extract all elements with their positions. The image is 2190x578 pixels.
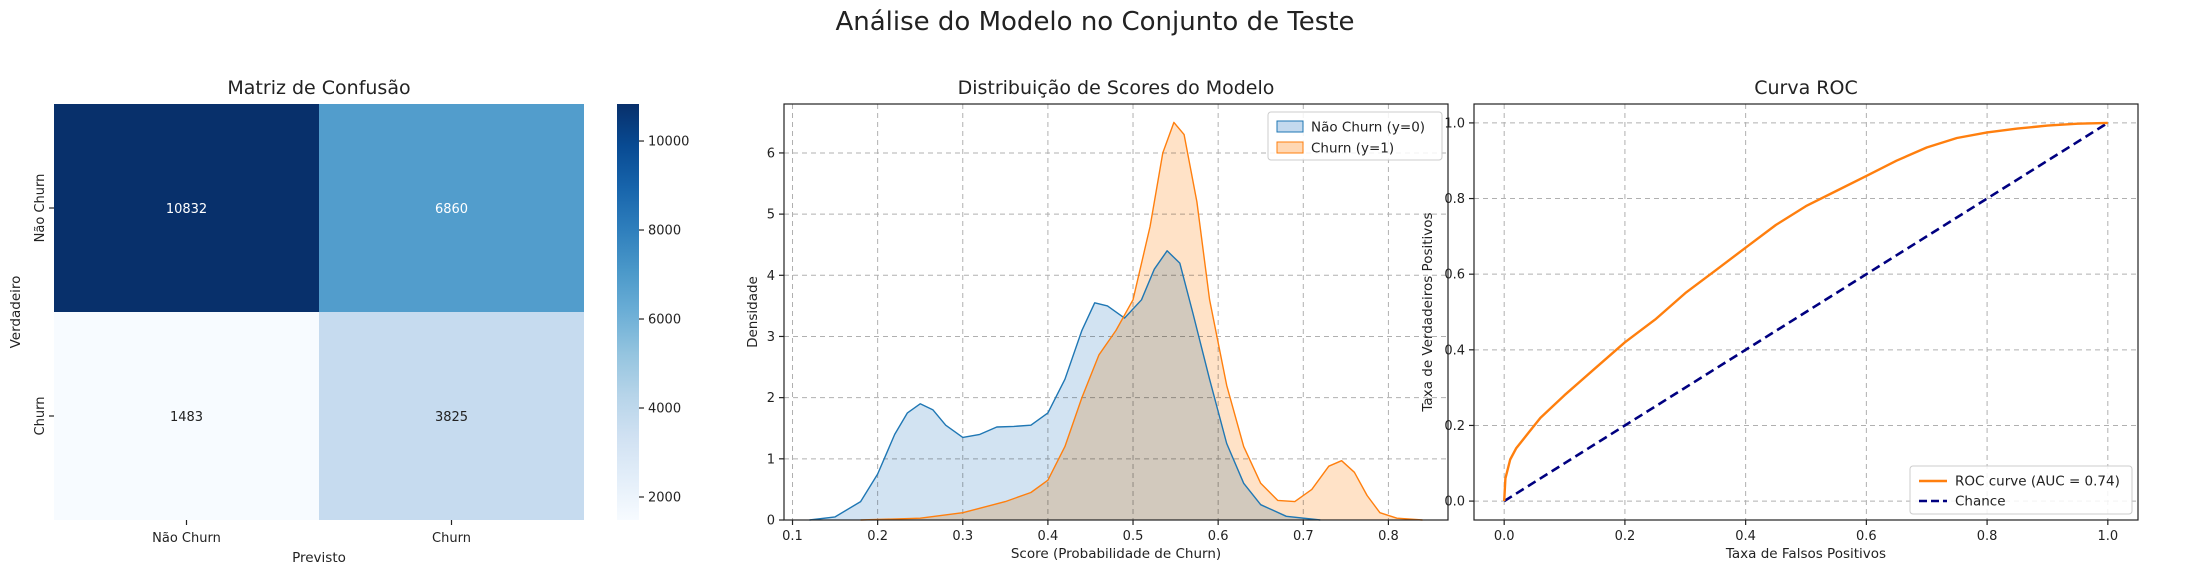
x-tick-label: 0.8 (1378, 529, 1399, 544)
figure-title: Análise do Modelo no Conjunto de Teste (835, 7, 1354, 37)
confusion-matrix-panel: 10832 6860 1483 3825 Não Churn Churn Não Churn… (8, 77, 689, 566)
y-axis-label: Densidade (745, 276, 761, 348)
legend-box (1267, 111, 1443, 161)
y-tick-label: 5 (767, 208, 775, 223)
cell-value-label: 3825 (435, 410, 468, 425)
plot-frame (783, 103, 1449, 521)
roc-curve-panel: 0.0 0.2 0.4 0.6 0.8 1.0 0.0 0.2 0.4 0.6 0.8 1.0 Curv… (1420, 77, 2139, 562)
y-tick-label: 6 (767, 146, 775, 161)
x-tick-label: 0.2 (1615, 529, 1636, 544)
colorbar-tick-label: 6000 (648, 313, 681, 328)
x-tick-label: Não Churn (152, 531, 221, 546)
heatmap-cell (54, 104, 319, 312)
legend-label: Churn (y=1) (1311, 141, 1394, 157)
x-tick-label: 0.0 (1494, 529, 1515, 544)
x-tick-label: 0.1 (782, 529, 803, 544)
x-tick-label: 0.6 (1856, 529, 1877, 544)
legend-label: Não Churn (y=0) (1311, 120, 1425, 136)
x-tick-label: 0.8 (1977, 529, 1998, 544)
y-tick-label: Não Churn (33, 174, 48, 243)
heatmap-cell (319, 104, 584, 312)
density-line-1 (860, 121, 1423, 521)
heatmap-cell (54, 312, 319, 520)
legend-label: Chance (1955, 494, 2006, 510)
plot-frame (1473, 103, 2139, 521)
y-axis-label: Taxa de Verdadeiros Positivos (1420, 212, 1436, 412)
cell-value-label: 6860 (435, 202, 468, 217)
y-tick-label: 0.6 (1444, 268, 1465, 283)
y-tick-label: 1 (767, 452, 775, 467)
x-tick-label: 0.2 (867, 529, 888, 544)
chart-title: Distribuição de Scores do Modelo (958, 77, 1275, 99)
colorbar-tick-label: 10000 (648, 135, 689, 150)
density-line-0 (809, 250, 1321, 521)
x-tick-label: 0.4 (1038, 529, 1059, 544)
x-tick-label: 0.4 (1735, 529, 1756, 544)
y-tick-label: 3 (767, 330, 775, 345)
roc-line-1 (1503, 121, 2109, 503)
colorbar-tick-label: 2000 (648, 490, 681, 505)
score-distribution-panel: 0.1 0.2 0.3 0.4 0.5 0.6 0.7 0.8 0 1 2 3 4 5 6 Distribui… (745, 77, 1449, 562)
x-tick-label: Churn (432, 531, 471, 546)
y-tick-label: 2 (767, 391, 775, 406)
legend-swatch (1276, 141, 1304, 154)
y-tick-label: 4 (767, 269, 775, 284)
x-axis-label: Score (Probabilidade de Churn) (1011, 546, 1221, 562)
colorbar (617, 104, 639, 520)
heatmap-cell (319, 312, 584, 520)
y-tick-label: 0.0 (1444, 495, 1465, 510)
y-tick-label: 0.2 (1444, 419, 1465, 434)
legend-swatch (1276, 120, 1304, 133)
y-tick-label: 0.4 (1444, 343, 1465, 358)
x-tick-label: 0.6 (1208, 529, 1229, 544)
legend-label: ROC curve (AUC = 0.74) (1955, 474, 2120, 490)
cell-value-label: 10832 (166, 202, 207, 217)
colorbar-tick-label: 8000 (648, 224, 681, 239)
x-tick-label: 0.5 (1123, 529, 1144, 544)
cell-value-label: 1483 (170, 410, 203, 425)
y-axis-label: Verdadeiro (8, 276, 24, 349)
y-tick-label: 0 (767, 514, 775, 529)
chart-title: Matriz de Confusão (227, 77, 410, 99)
x-axis-label: Taxa de Falsos Positivos (1725, 546, 1886, 562)
y-tick-label: Churn (33, 397, 48, 436)
roc-line-0 (1503, 121, 2108, 502)
density-area-1 (860, 122, 1423, 521)
x-tick-label: 0.7 (1293, 529, 1314, 544)
chart-title: Curva ROC (1754, 77, 1857, 99)
x-tick-label: 1.0 (2097, 529, 2118, 544)
y-tick-label: 0.8 (1444, 192, 1465, 207)
colorbar-tick-label: 4000 (648, 402, 681, 417)
legend-box (1909, 465, 2133, 515)
y-tick-label: 1.0 (1444, 116, 1465, 131)
x-tick-label: 0.3 (952, 529, 973, 544)
x-axis-label: Previsto (292, 550, 346, 566)
